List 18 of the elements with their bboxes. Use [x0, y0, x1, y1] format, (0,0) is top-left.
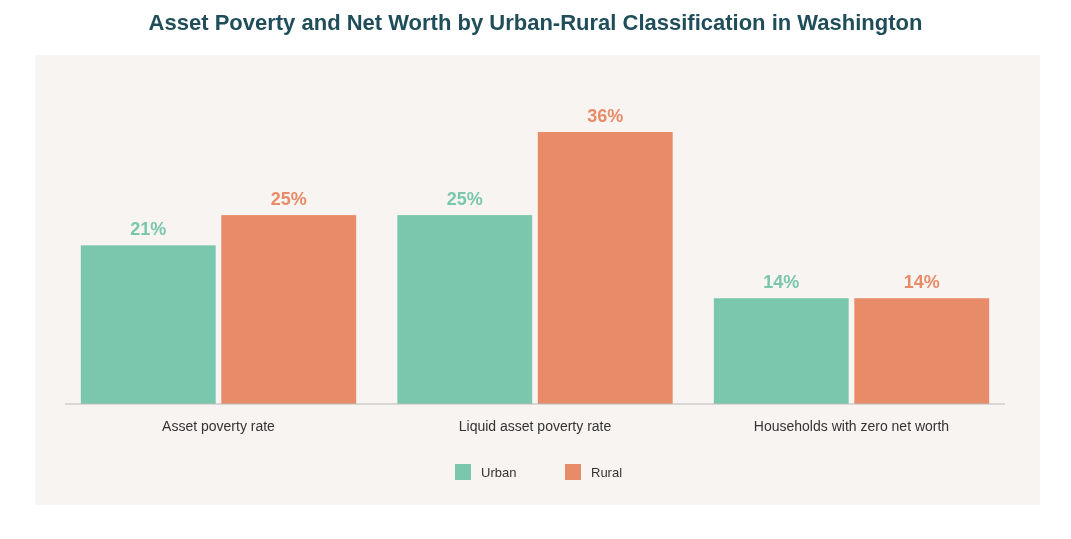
data-label: 21% [130, 219, 167, 240]
bar [397, 215, 533, 404]
data-label: 25% [446, 189, 483, 210]
bar [537, 132, 673, 404]
data-label: 14% [903, 272, 940, 293]
x-tick-label: Asset poverty rate [162, 418, 276, 434]
bar [854, 298, 990, 404]
bar [713, 298, 849, 404]
x-tick-label: Liquid asset poverty rate [458, 418, 612, 434]
bar [221, 215, 357, 404]
data-label: 36% [587, 106, 624, 126]
x-tick-label: Households with zero net worth [753, 418, 950, 434]
legend-label: Urban [481, 465, 517, 480]
legend-label: Rural [591, 465, 623, 480]
data-label: 14% [763, 272, 800, 293]
chart-title: Asset Poverty and Net Worth by Urban-Rural Classification in Washington [148, 10, 923, 35]
data-label: 25% [270, 189, 307, 210]
bar [80, 245, 216, 404]
